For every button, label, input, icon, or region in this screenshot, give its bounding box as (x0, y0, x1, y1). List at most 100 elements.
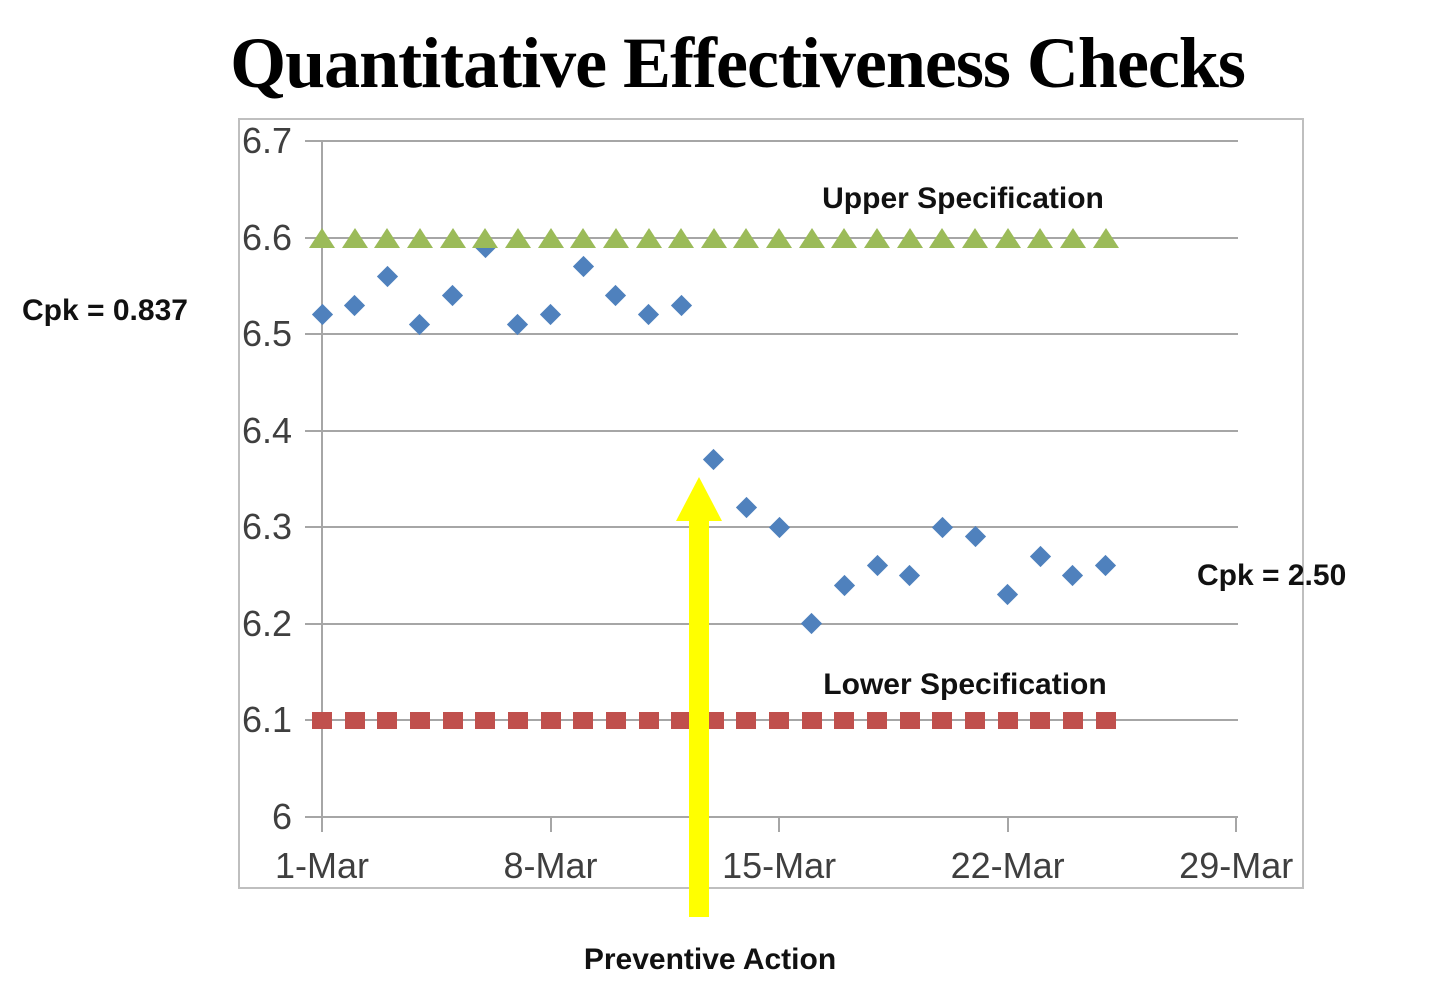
cpk-after-annotation: Cpk = 2.50 (1197, 559, 1347, 592)
measurement-point (441, 284, 464, 307)
upper-spec-marker (537, 227, 564, 248)
upper-spec-marker (896, 227, 923, 248)
upper-spec-marker (831, 227, 858, 248)
measurement-point (931, 516, 953, 538)
lower-spec-marker (801, 711, 822, 729)
upper-spec-marker (1027, 227, 1054, 248)
lower-spec-marker (932, 711, 953, 729)
y-axis-tick-label: 6.6 (242, 216, 293, 258)
measurement-point (735, 497, 758, 519)
measurement-point (311, 304, 333, 326)
upper-spec-marker (406, 227, 433, 248)
y-gridline (305, 333, 1238, 336)
plot-surface: 6.7 6.6 6.5 6.4 6.3 6.2 6.1 6 1-Mar 8-Mar 15-Mar 22… (240, 120, 1302, 887)
upper-spec-marker (929, 227, 956, 248)
measurement-point (572, 255, 594, 278)
lower-spec-marker (540, 711, 561, 729)
lower-spec-marker (312, 711, 332, 729)
lower-spec-marker (997, 711, 1018, 729)
lower-spec-marker (671, 711, 692, 729)
lower-spec-marker (965, 711, 985, 729)
y-axis-tick-label: 6.2 (242, 602, 293, 644)
lower-spec-marker (507, 711, 528, 729)
upper-spec-marker (733, 227, 760, 248)
lower-spec-marker (899, 711, 920, 729)
preventive-action-label: Preventive Action (583, 943, 837, 976)
upper-spec-marker (962, 227, 988, 248)
lower-spec-marker (1062, 711, 1083, 729)
x-axis-tick-label: 15-Mar (722, 845, 837, 886)
y-gridline (305, 815, 1238, 818)
preventive-action-arrow-head-icon (676, 477, 722, 521)
measurement-point (964, 526, 986, 548)
measurement-point (637, 304, 660, 326)
lower-spec-marker (1095, 711, 1116, 729)
lower-spec-marker (605, 711, 626, 729)
measurement-point (344, 294, 366, 316)
y-gridline (305, 140, 1238, 142)
measurement-point (605, 284, 627, 307)
y-axis-tick-label: 6 (271, 795, 292, 837)
x-gridline-day1 (321, 141, 323, 832)
x-axis-tick-label: 22-Mar (950, 845, 1065, 886)
upper-spec-marker (766, 227, 793, 248)
lower-spec-marker (573, 711, 594, 729)
measurement-point (539, 304, 562, 326)
y-axis-tick-label: 6.3 (242, 506, 293, 548)
lower-spec-marker (1030, 711, 1051, 729)
y-axis-tick-label: 6.7 (242, 120, 293, 161)
preventive-action-arrow-shaft (689, 520, 709, 917)
y-gridline (305, 429, 1238, 432)
y-axis-tick-label: 6.1 (242, 699, 293, 741)
lower-spec-marker (475, 711, 496, 729)
measurement-point (703, 448, 725, 471)
measurement-point (376, 265, 398, 287)
measurement-point (1029, 545, 1051, 567)
lower-spec-marker (638, 711, 659, 729)
measurement-point (409, 313, 431, 336)
x-axis-tick (549, 817, 552, 832)
measurement-point (670, 294, 692, 316)
upper-spec-marker (635, 227, 662, 248)
measurement-point (801, 613, 823, 635)
y-axis-tick-label: 6.4 (242, 409, 293, 451)
lower-spec-marker (344, 711, 365, 729)
measurement-point (899, 564, 921, 586)
upper-spec-marker (1092, 227, 1119, 248)
upper-spec-marker (374, 227, 401, 248)
x-axis-tick (778, 817, 781, 832)
upper-spec-marker (570, 227, 597, 248)
cpk-before-annotation: Cpk = 0.837 (22, 294, 188, 327)
upper-spec-marker (994, 227, 1021, 248)
upper-spec-marker (504, 227, 531, 248)
upper-spec-marker (798, 227, 825, 248)
measurement-point (1094, 555, 1117, 577)
upper-spec-marker (668, 227, 695, 248)
lower-spec-marker (377, 711, 398, 729)
x-axis-tick (1006, 817, 1009, 832)
lower-spec-label: Lower Specification (823, 668, 1107, 701)
lower-spec-marker (442, 711, 463, 729)
upper-spec-marker (309, 227, 335, 248)
measurement-point (997, 584, 1019, 606)
lower-spec-marker (409, 711, 430, 729)
chart-title: Quantitative Effectiveness Checks (230, 23, 1246, 103)
y-axis-tick-label: 6.5 (242, 313, 293, 355)
chart-plot-area: 6.7 6.6 6.5 6.4 6.3 6.2 6.1 6 1-Mar 8-Mar 15-Mar 22… (238, 118, 1304, 889)
measurement-point (833, 574, 855, 596)
x-axis-tick-label: 8-Mar (503, 845, 598, 886)
lower-spec-marker (769, 711, 790, 729)
upper-spec-marker (1059, 227, 1086, 248)
measurement-point (507, 313, 529, 336)
upper-spec-marker (341, 227, 368, 248)
measurement-point (768, 516, 790, 538)
upper-spec-marker (602, 227, 629, 248)
y-gridline (305, 622, 1238, 625)
x-axis-tick-label: 29-Mar (1179, 845, 1294, 886)
x-axis-tick-label: 1-Mar (274, 845, 369, 886)
measurement-point (866, 555, 888, 577)
upper-spec-label: Upper Specification (822, 182, 1104, 215)
upper-spec-marker (472, 227, 499, 248)
lower-spec-marker (736, 711, 757, 729)
